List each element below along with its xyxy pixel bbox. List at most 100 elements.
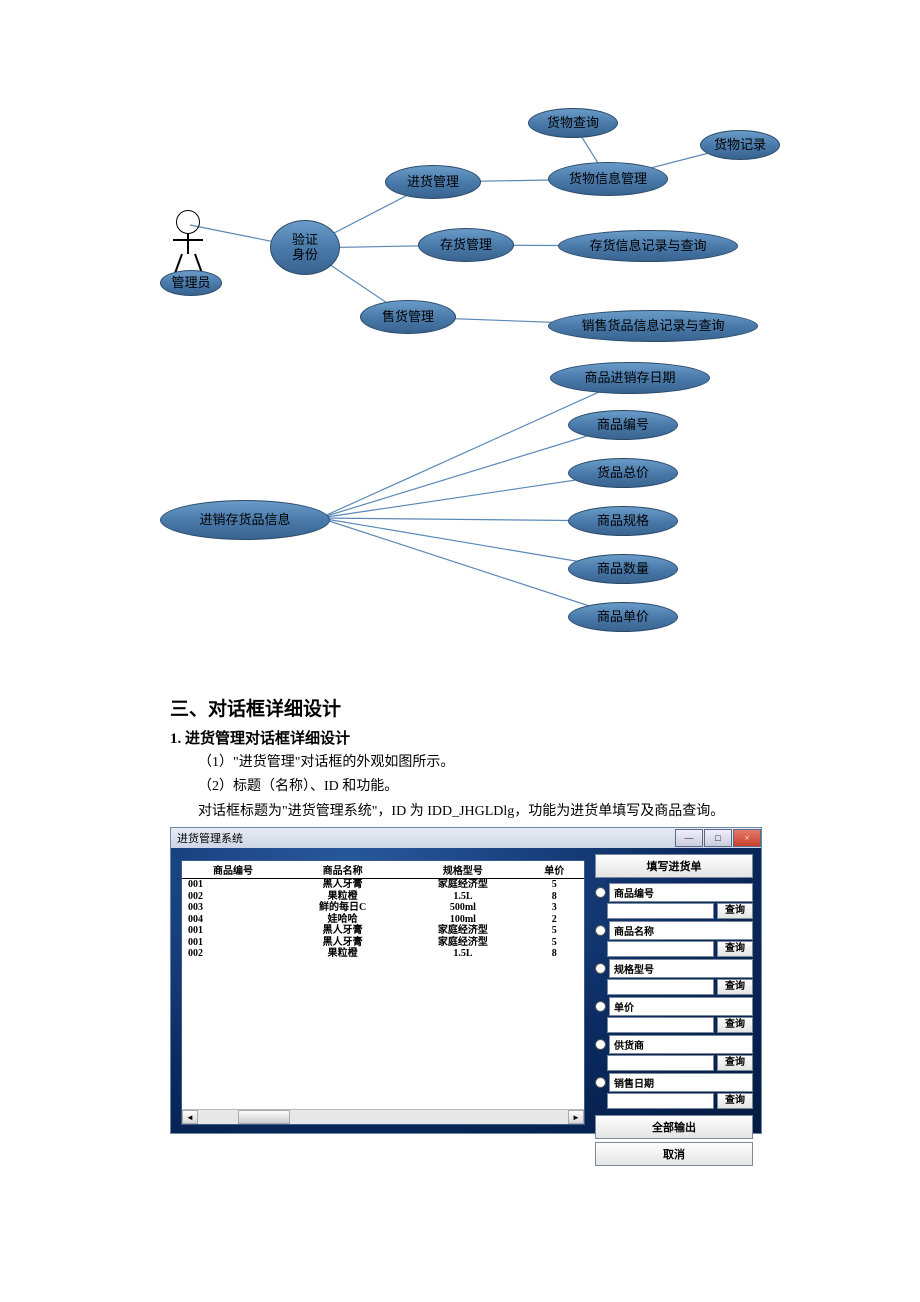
cancel-button[interactable]: 取消 xyxy=(595,1142,753,1166)
table-row: 002果粒橙1.5L8 xyxy=(182,948,584,960)
body-line-3: 对话框标题为"进货管理系统"，ID 为 IDD_JHGLDlg，功能为进货单填写… xyxy=(170,801,750,823)
node-goodsrecord: 货物记录 xyxy=(700,130,780,160)
node-stock: 存货管理 xyxy=(418,228,514,262)
search-field-radio[interactable] xyxy=(595,1039,606,1050)
table-cell: 2 xyxy=(525,914,585,926)
search-field-query-button[interactable]: 查询 xyxy=(717,1093,753,1109)
table-header-cell: 商品名称 xyxy=(284,861,401,879)
table-cell: 黑人牙膏 xyxy=(284,879,401,891)
table-cell: 001 xyxy=(182,925,284,937)
search-field-label-row: 供货商 xyxy=(595,1035,753,1054)
table-cell: 001 xyxy=(182,937,284,949)
table-cell: 3 xyxy=(525,902,585,914)
search-field-input[interactable] xyxy=(607,1017,714,1033)
table-body: 001黑人牙膏家庭经济型5002果粒橙1.5L8003鲜的每日C500ml300… xyxy=(182,879,584,960)
search-field-radio[interactable] xyxy=(595,925,606,936)
search-fields-container: 商品编号查询商品名称查询规格型号查询单价查询供货商查询销售日期查询 xyxy=(595,882,753,1111)
table-cell: 家庭经济型 xyxy=(401,937,524,949)
search-field-query-button[interactable]: 查询 xyxy=(717,903,753,919)
search-field-input-row: 查询 xyxy=(607,1093,753,1109)
search-field-label-row: 商品名称 xyxy=(595,921,753,940)
search-field-query-button[interactable]: 查询 xyxy=(717,979,753,995)
table-cell: 鲜的每日C xyxy=(284,902,401,914)
table-header-cell: 规格型号 xyxy=(401,861,524,879)
dialog-titlebar: 进货管理系统 — □ × xyxy=(171,828,761,849)
search-field-query-button[interactable]: 查询 xyxy=(717,941,753,957)
table-row: 001黑人牙膏家庭经济型5 xyxy=(182,879,584,891)
search-field-input[interactable] xyxy=(607,1055,714,1071)
table-cell: 果粒橙 xyxy=(284,948,401,960)
horizontal-scrollbar[interactable]: ◄ ► xyxy=(182,1109,584,1124)
search-field-input[interactable] xyxy=(607,979,714,995)
table-header-cell: 商品编号 xyxy=(182,861,284,879)
search-field-input[interactable] xyxy=(607,1093,714,1109)
table-header-row: 商品编号商品名称规格型号单价 xyxy=(182,861,584,879)
search-side-panel: 填写进货单 商品编号查询商品名称查询规格型号查询单价查询供货商查询销售日期查询 … xyxy=(591,848,761,1133)
scroll-right-arrow[interactable]: ► xyxy=(568,1110,584,1124)
search-field-label-row: 单价 xyxy=(595,997,753,1016)
search-field-label: 销售日期 xyxy=(609,1073,753,1092)
fill-order-button[interactable]: 填写进货单 xyxy=(595,854,753,878)
node-goodsquery: 货物查询 xyxy=(528,108,618,138)
dialog-title: 进货管理系统 xyxy=(177,830,243,846)
table-cell: 8 xyxy=(525,948,585,960)
table-cell: 8 xyxy=(525,891,585,903)
table-cell: 家庭经济型 xyxy=(401,925,524,937)
node-attr_total: 货品总价 xyxy=(568,458,678,488)
node-attr_id: 商品编号 xyxy=(568,410,678,440)
table-cell: 家庭经济型 xyxy=(401,879,524,891)
search-field-label-row: 规格型号 xyxy=(595,959,753,978)
search-field-query-button[interactable]: 查询 xyxy=(717,1055,753,1071)
table-cell: 003 xyxy=(182,902,284,914)
scroll-left-arrow[interactable]: ◄ xyxy=(182,1110,198,1124)
table-cell: 5 xyxy=(525,879,585,891)
search-field-label-row: 销售日期 xyxy=(595,1073,753,1092)
table-cell: 100ml xyxy=(401,914,524,926)
scroll-thumb[interactable] xyxy=(238,1110,290,1124)
search-field-radio[interactable] xyxy=(595,887,606,898)
output-all-button[interactable]: 全部输出 xyxy=(595,1115,753,1139)
table-header-cell: 单价 xyxy=(525,861,585,879)
table-cell: 1.5L xyxy=(401,948,524,960)
search-field-label: 规格型号 xyxy=(609,959,753,978)
search-field-input-row: 查询 xyxy=(607,1017,753,1033)
search-field-label-row: 商品编号 xyxy=(595,883,753,902)
table-cell: 002 xyxy=(182,891,284,903)
search-field-radio[interactable] xyxy=(595,1077,606,1088)
search-field-input-row: 查询 xyxy=(607,1055,753,1071)
search-field-input[interactable] xyxy=(607,903,714,919)
section-heading: 三、对话框详细设计 xyxy=(170,694,750,721)
search-field-input[interactable] xyxy=(607,941,714,957)
node-attr_qty: 商品数量 xyxy=(568,554,678,584)
table-cell: 5 xyxy=(525,925,585,937)
node-attr_price: 商品单价 xyxy=(568,602,678,632)
data-table: 商品编号商品名称规格型号单价 001黑人牙膏家庭经济型5002果粒橙1.5L80… xyxy=(182,861,584,960)
search-field-radio[interactable] xyxy=(595,963,606,974)
node-attr_date: 商品进销存日期 xyxy=(550,362,710,394)
table-cell: 5 xyxy=(525,937,585,949)
table-cell: 娃哈哈 xyxy=(284,914,401,926)
use-case-diagram: 管理员 验证 身份进货管理存货管理售货管理货物信息管理货物查询货物记录存货信息记… xyxy=(160,100,780,680)
node-verify: 验证 身份 xyxy=(270,220,340,275)
search-field-query-button[interactable]: 查询 xyxy=(717,1017,753,1033)
actor-label: 管理员 xyxy=(160,270,222,296)
table-row: 001黑人牙膏家庭经济型5 xyxy=(182,925,584,937)
table-cell: 500ml xyxy=(401,902,524,914)
node-stockinfo: 存货信息记录与查询 xyxy=(558,230,738,262)
table-cell: 1.5L xyxy=(401,891,524,903)
window-maximize-button[interactable]: □ xyxy=(704,829,732,847)
search-field-label: 商品编号 xyxy=(609,883,753,902)
search-field-label: 商品名称 xyxy=(609,921,753,940)
table-cell: 黑人牙膏 xyxy=(284,937,401,949)
node-purchase: 进货管理 xyxy=(385,165,481,199)
body-line-1: （1）"进货管理"对话框的外观如图所示。 xyxy=(170,752,750,774)
table-row: 004娃哈哈100ml2 xyxy=(182,914,584,926)
node-info: 进销存货品信息 xyxy=(160,500,330,540)
search-field-radio[interactable] xyxy=(595,1001,606,1012)
node-attr_spec: 商品规格 xyxy=(568,506,678,536)
body-line-2: （2）标题（名称）、ID 和功能。 xyxy=(170,776,750,798)
data-table-panel: 商品编号商品名称规格型号单价 001黑人牙膏家庭经济型5002果粒橙1.5L80… xyxy=(181,860,585,1125)
node-salesinfo: 销售货品信息记录与查询 xyxy=(548,310,758,342)
window-close-button[interactable]: × xyxy=(733,829,761,847)
window-minimize-button[interactable]: — xyxy=(675,829,703,847)
